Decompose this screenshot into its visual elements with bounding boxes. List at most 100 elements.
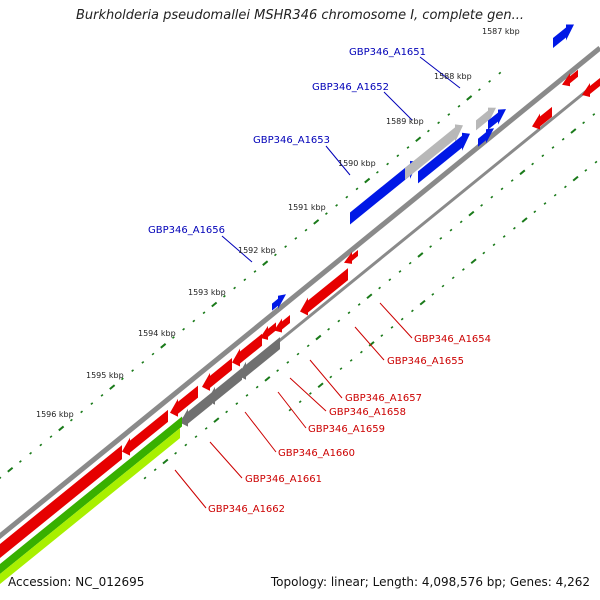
scale-tick: [480, 203, 484, 207]
scale-tick: [329, 375, 333, 379]
scale-tick: [355, 187, 359, 191]
scale-tick: [273, 253, 277, 257]
scale-tick: [29, 451, 33, 455]
scale-tick: [417, 252, 424, 258]
scale-tick: [160, 343, 167, 349]
gene-feature-blue: [553, 24, 574, 49]
gene-label-reverse[interactable]: GBP346_A1662: [208, 504, 285, 515]
scale-tick: [222, 294, 226, 298]
scale-tick: [461, 268, 465, 271]
leader-line: [354, 326, 385, 361]
gene-label-forward[interactable]: GBP346_A1653: [253, 135, 330, 146]
summary-text: Topology: linear; Length: 4,098,576 bp; …: [270, 575, 590, 589]
scale-tick: [286, 360, 290, 364]
scale-tick: [313, 219, 320, 225]
scale-tick: [388, 278, 392, 282]
scale-tick: [162, 458, 169, 465]
scale-tick: [429, 245, 433, 249]
gene-label-reverse[interactable]: GBP346_A1654: [414, 334, 491, 345]
scale-tick: [235, 402, 239, 406]
scale-tick: [553, 193, 557, 197]
gene-label-forward[interactable]: GBP346_A1651: [349, 47, 426, 58]
gene-feature-light-grey: [405, 124, 463, 180]
scale-tick: [337, 319, 341, 323]
scale-tick: [151, 352, 155, 356]
map-title: Burkholderia pseudomallei MSHR346 chromo…: [75, 8, 525, 23]
scale-label: 1594 kbp: [138, 329, 176, 338]
scale-tick: [364, 177, 371, 184]
scale-tick: [498, 71, 502, 75]
scale-tick: [510, 179, 514, 182]
scale-tick: [143, 476, 147, 480]
scale-tick: [90, 402, 94, 406]
scale-tick: [502, 235, 506, 238]
gene-feature-red: [344, 249, 358, 264]
scale-tick: [457, 104, 461, 108]
scale-tick: [563, 185, 567, 189]
gene-label-reverse[interactable]: GBP346_A1659: [308, 424, 385, 435]
gene-label-reverse[interactable]: GBP346_A1660: [278, 448, 355, 459]
gene-label-reverse[interactable]: GBP346_A1657: [345, 393, 422, 404]
scale-tick: [69, 418, 73, 422]
scale-tick: [521, 217, 528, 223]
scale-tick: [284, 245, 288, 249]
scale-tick: [570, 128, 577, 134]
scale-tick: [184, 443, 188, 447]
scale-tick: [482, 251, 486, 255]
scale-tick: [439, 237, 443, 240]
scale-tick: [141, 360, 145, 364]
scale-tick: [490, 195, 494, 199]
scale-tick: [131, 369, 135, 372]
gene-label-reverse[interactable]: GBP346_A1655: [387, 356, 464, 367]
scale-tick: [561, 137, 565, 141]
gene-label-reverse[interactable]: GBP346_A1661: [245, 474, 322, 485]
scale-tick: [415, 136, 422, 143]
scale-tick: [327, 327, 331, 331]
scale-tick: [317, 382, 324, 388]
scale-tick: [378, 286, 382, 290]
scale-tick: [202, 311, 206, 315]
leader-line: [383, 91, 413, 121]
gene-feature-red: [562, 69, 578, 87]
scale-label: 1590 kbp: [338, 159, 376, 168]
scale-tick: [58, 425, 65, 432]
scale-tick: [7, 466, 14, 473]
scale-tick: [324, 212, 328, 215]
scale-ticks-top: [0, 71, 502, 480]
scale-tick: [304, 228, 308, 232]
scale-tick: [426, 129, 430, 133]
scale-tick: [18, 460, 22, 463]
gene-label-forward[interactable]: GBP346_A1652: [312, 82, 389, 93]
gene-feature-red: [232, 333, 262, 367]
scale-tick: [349, 359, 353, 362]
gene-label-reverse[interactable]: GBP346_A1658: [329, 407, 406, 418]
label-leaders: [174, 56, 461, 509]
scale-tick: [100, 394, 104, 397]
scale-tick: [153, 468, 157, 472]
backbone-upper: [0, 46, 600, 540]
leader-line: [174, 469, 207, 509]
gene-feature-grey: [238, 337, 280, 380]
scale-tick: [519, 169, 526, 176]
leader-line: [244, 411, 277, 453]
scale-tick: [431, 292, 435, 296]
scale-tick: [315, 334, 322, 341]
gene-feature-lime: [0, 428, 180, 587]
leader-line: [325, 145, 351, 176]
scale-tick: [306, 344, 310, 348]
scale-tick: [174, 451, 178, 455]
leader-line: [209, 441, 243, 479]
scale-tick: [512, 226, 516, 230]
scale-tick: [0, 476, 2, 480]
scale-tick: [468, 210, 475, 217]
gene-feature-red: [274, 315, 290, 333]
gene-label-forward[interactable]: GBP346_A1656: [148, 225, 225, 236]
gene-feature-red: [260, 322, 276, 340]
gene-feature-red: [532, 106, 552, 130]
scale-tick: [451, 276, 455, 280]
scale-tick: [406, 146, 410, 149]
scale-tick: [441, 284, 445, 288]
scale-tick: [120, 377, 124, 381]
scale-tick: [594, 160, 598, 164]
